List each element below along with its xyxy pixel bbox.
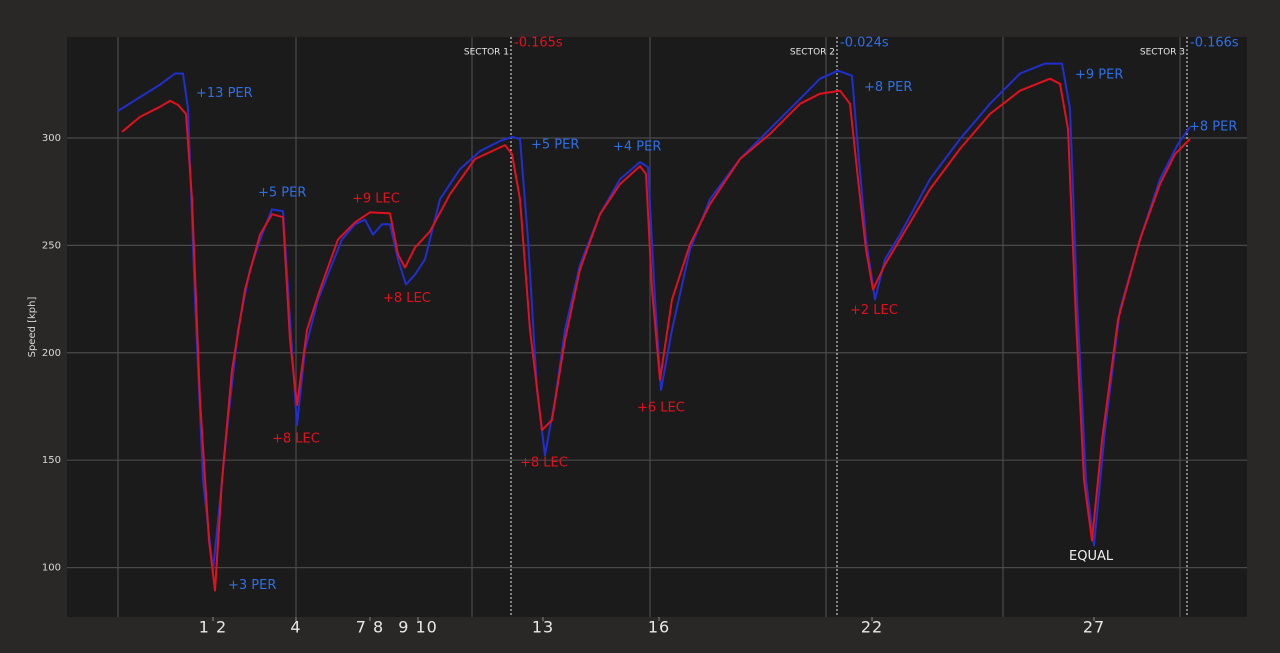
x-tick-label: 22 xyxy=(861,618,883,637)
y-tick-label: 100 xyxy=(42,563,61,574)
x-tick-label: 4 xyxy=(290,618,301,637)
annotation: +9 LEC xyxy=(352,192,400,207)
y-tick-label: 200 xyxy=(42,348,61,359)
sector-label: SECTOR 1 xyxy=(464,48,509,58)
sector-label: SECTOR 2 xyxy=(790,48,835,58)
annotation: +6 LEC xyxy=(637,400,685,415)
x-tick-label: 16 xyxy=(648,618,670,637)
y-tick-label: 300 xyxy=(42,133,61,144)
y-axis-label: Speed [kph] xyxy=(27,297,38,358)
x-tick-label: 7 8 xyxy=(356,618,384,637)
y-tick-label: 250 xyxy=(42,240,61,251)
annotation: +5 PER xyxy=(531,138,579,153)
x-tick-label: 9 10 xyxy=(398,618,438,637)
x-tick-label: 13 xyxy=(532,618,554,637)
speed-line xyxy=(121,77,1191,592)
annotation: EQUAL xyxy=(1069,549,1114,564)
annotation: +3 PER xyxy=(228,578,276,593)
sector-delta: -0.166s xyxy=(1190,36,1239,51)
annotation: +9 PER xyxy=(1075,67,1123,82)
annotation: +2 LEC xyxy=(850,303,898,318)
sector-label: SECTOR 3 xyxy=(1140,48,1185,58)
annotation: +8 LEC xyxy=(520,456,568,471)
y-tick-label: 150 xyxy=(42,455,61,466)
sector-delta: -0.024s xyxy=(840,36,889,51)
sector-delta: -0.165s xyxy=(514,36,563,51)
annotation: +8 LEC xyxy=(272,432,320,447)
annotation: +4 PER xyxy=(613,139,661,154)
x-tick-label: 1 2 xyxy=(199,618,227,637)
annotation: +5 PER xyxy=(258,186,306,201)
annotation: +8 PER xyxy=(1189,120,1237,135)
x-tick-label: 27 xyxy=(1083,618,1105,637)
annotation: +13 PER xyxy=(196,86,253,101)
annotation: +8 PER xyxy=(864,80,912,95)
speed-line xyxy=(117,62,1191,572)
annotation: +8 LEC xyxy=(383,291,431,306)
